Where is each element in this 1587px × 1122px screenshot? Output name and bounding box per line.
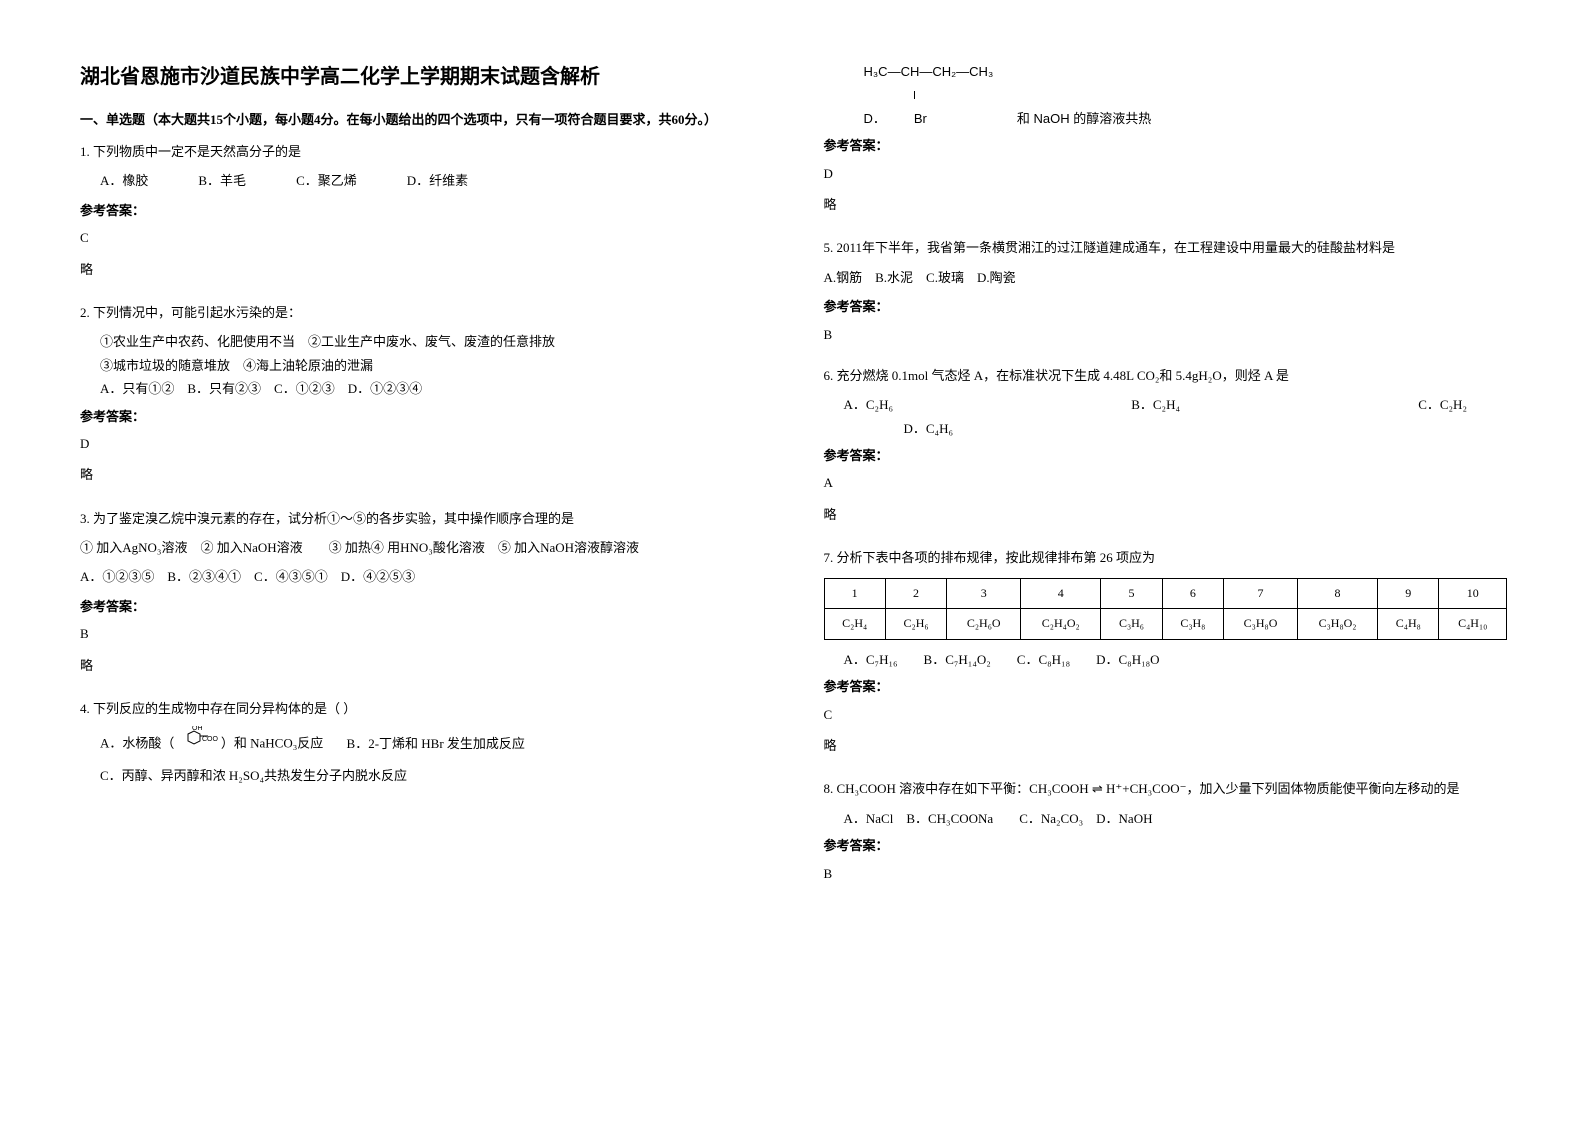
q7-td-1: C₂H₄: [824, 609, 885, 640]
q1-opt-d: D．纤维素: [407, 169, 468, 192]
q6-opt-d: D．C₄H₆: [904, 417, 1508, 440]
q4-opt-a-prefix: A．水杨酸（: [100, 736, 174, 751]
q7-table-header-row: 1 2 3 4 5 6 7 8 9 10: [824, 578, 1507, 609]
salicylic-acid-icon: OH COOH: [178, 726, 218, 763]
q4-opt-d-suffix: 和 NaOH 的醇溶液共热: [1017, 107, 1151, 130]
q4-struct-d-line2: Br: [914, 107, 927, 130]
q7-answer: C: [824, 703, 1508, 726]
q7-th-4: 4: [1021, 578, 1101, 609]
q1-opt-a: A．橡胶: [100, 169, 148, 192]
right-column: H₃C—CH—CH₂—CH₃ D． Br 和 NaOH 的醇溶液共热 参考答案：…: [824, 60, 1508, 1062]
q7-td-2: C₂H₆: [885, 609, 946, 640]
q7-td-4: C₂H₄O₂: [1021, 609, 1101, 640]
q4-answer-label: 参考答案：: [824, 134, 1508, 157]
left-column: 湖北省恩施市沙道民族中学高二化学上学期期末试题含解析 一、单选题（本大题共15个…: [80, 60, 764, 1062]
q2-answer-label: 参考答案：: [80, 405, 764, 428]
q6-opt-b: B．C₂H₄: [1131, 393, 1180, 416]
q6-opt-c: C．C₂H₂: [1418, 393, 1467, 416]
q2-answer: D: [80, 432, 764, 455]
q6-note: 略: [824, 503, 1508, 526]
q3-text: 3. 为了鉴定溴乙烷中溴元素的存在，试分析①～⑤的各步实验，其中操作顺序合理的是: [80, 507, 764, 530]
q6-answer-label: 参考答案：: [824, 444, 1508, 467]
q8-text: 8. CH₃COOH 溶液中存在如下平衡：CH₃COOH ⇌ H⁺+CH₃COO…: [824, 777, 1508, 800]
q7-table: 1 2 3 4 5 6 7 8 9 10 C₂H₄ C₂H₆ C₂H₆O C₂H…: [824, 578, 1508, 640]
q7-th-2: 2: [885, 578, 946, 609]
q2-line1: ①农业生产中农药、化肥使用不当 ②工业生产中废水、废气、废渣的任意排放: [100, 330, 764, 353]
q3-note: 略: [80, 654, 764, 677]
q7-td-6: C₃H₈: [1162, 609, 1223, 640]
question-4: 4. 下列反应的生成物中存在同分异构体的是（ ） A．水杨酸（ OH COOH …: [80, 697, 764, 787]
q7-th-10: 10: [1439, 578, 1507, 609]
q3-line1: ① 加入AgNO₃溶液 ② 加入NaOH溶液 ③ 加热④ 用HNO₃酸化溶液 ⑤…: [80, 536, 764, 559]
q7-note: 略: [824, 734, 1508, 757]
page-title: 湖北省恩施市沙道民族中学高二化学上学期期末试题含解析: [80, 60, 764, 89]
section-header: 一、单选题（本大题共15个小题，每小题4分。在每小题给出的四个选项中，只有一项符…: [80, 109, 764, 128]
q7-th-1: 1: [824, 578, 885, 609]
q3-opts: A．①②③⑤ B．②③④① C．④③⑤① D．④②⑤③: [80, 565, 764, 588]
q5-answer-label: 参考答案：: [824, 295, 1508, 318]
question-7: 7. 分析下表中各项的排布规律，按此规律排布第 26 项应为 1 2 3 4 5…: [824, 546, 1508, 767]
q7-text: 7. 分析下表中各项的排布规律，按此规律排布第 26 项应为: [824, 546, 1508, 569]
q8-opts: A．NaCl B．CH₃COONa C．Na₂CO₃ D．NaOH: [844, 807, 1508, 830]
question-1: 1. 下列物质中一定不是天然高分子的是 A．橡胶 B．羊毛 C．聚乙烯 D．纤维…: [80, 140, 764, 291]
q1-text: 1. 下列物质中一定不是天然高分子的是: [80, 140, 764, 163]
q1-opt-b: B．羊毛: [198, 169, 246, 192]
q4-text: 4. 下列反应的生成物中存在同分异构体的是（ ）: [80, 697, 764, 720]
q6-answer: A: [824, 471, 1508, 494]
q4-opt-c: C．丙醇、异丙醇和浓 H₂SO₄共热发生分子内脱水反应: [100, 764, 764, 787]
q7-th-8: 8: [1298, 578, 1378, 609]
q2-opts: A．只有①② B．只有②③ C．①②③ D．①②③④: [100, 377, 764, 400]
q1-answer: C: [80, 226, 764, 249]
q6-opt-a: A．C₂H₆: [844, 393, 894, 416]
question-6: 6. 充分燃烧 0.1mol 气态烃 A，在标准状况下生成 4.48L CO₂和…: [824, 364, 1508, 536]
q7-answer-label: 参考答案：: [824, 675, 1508, 698]
q2-text: 2. 下列情况中，可能引起水污染的是：: [80, 301, 764, 324]
q8-answer-label: 参考答案：: [824, 834, 1508, 857]
q7-td-3: C₂H₆O: [947, 609, 1021, 640]
q1-note: 略: [80, 258, 764, 281]
q7-td-8: C₃H₈O₂: [1298, 609, 1378, 640]
q2-note: 略: [80, 463, 764, 486]
question-4-continued: H₃C—CH—CH₂—CH₃ D． Br 和 NaOH 的醇溶液共热 参考答案：…: [824, 60, 1508, 226]
q7-td-5: C₃H₆: [1101, 609, 1162, 640]
q4-opt-a-row: A．水杨酸（ OH COOH ）和 NaHCO₃反应 B．2-丁烯和 HBr 发…: [100, 726, 764, 763]
q1-options: A．橡胶 B．羊毛 C．聚乙烯 D．纤维素: [100, 169, 764, 192]
q6-text: 6. 充分燃烧 0.1mol 气态烃 A，在标准状况下生成 4.48L CO₂和…: [824, 364, 1508, 387]
q7-th-7: 7: [1224, 578, 1298, 609]
q7-td-9: C₄H₈: [1378, 609, 1439, 640]
q4-opt-a-suffix: ）和 NaHCO₃反应: [221, 736, 323, 751]
q4-opt-d-prefix: D．: [864, 107, 886, 130]
q5-answer: B: [824, 323, 1508, 346]
q7-th-9: 9: [1378, 578, 1439, 609]
question-2: 2. 下列情况中，可能引起水污染的是： ①农业生产中农药、化肥使用不当 ②工业生…: [80, 301, 764, 497]
q7-td-10: C₄H₁₀: [1439, 609, 1507, 640]
q3-answer: B: [80, 622, 764, 645]
q8-answer: B: [824, 862, 1508, 885]
question-8: 8. CH₃COOH 溶液中存在如下平衡：CH₃COOH ⇌ H⁺+CH₃COO…: [824, 777, 1508, 893]
q1-opt-c: C．聚乙烯: [296, 169, 357, 192]
q1-answer-label: 参考答案：: [80, 199, 764, 222]
q3-answer-label: 参考答案：: [80, 595, 764, 618]
question-3: 3. 为了鉴定溴乙烷中溴元素的存在，试分析①～⑤的各步实验，其中操作顺序合理的是…: [80, 507, 764, 687]
q6-opts-row1: A．C₂H₆ B．C₂H₄ C．C₂H₂: [844, 393, 1468, 416]
q5-text: 5. 2011年下半年，我省第一条横贯湘江的过江隧道建成通车，在工程建设中用量最…: [824, 236, 1508, 259]
q7-th-3: 3: [947, 578, 1021, 609]
q5-opts: A.钢筋 B.水泥 C.玻璃 D.陶瓷: [824, 266, 1508, 289]
svg-text:OH: OH: [192, 726, 203, 732]
q7-th-6: 6: [1162, 578, 1223, 609]
question-5: 5. 2011年下半年，我省第一条横贯湘江的过江隧道建成通车，在工程建设中用量最…: [824, 236, 1508, 354]
q4-struct-d: H₃C—CH—CH₂—CH₃ D． Br 和 NaOH 的醇溶液共热: [864, 60, 1508, 130]
q7-th-5: 5: [1101, 578, 1162, 609]
q2-line2: ③城市垃圾的随意堆放 ④海上油轮原油的泄漏: [100, 354, 764, 377]
q4-answer: D: [824, 162, 1508, 185]
q7-opts: A．C₇H₁₆ B．C₇H₁₄O₂ C．C₈H₁₈ D．C₈H₁₈O: [844, 648, 1508, 671]
q4-note: 略: [824, 193, 1508, 216]
q4-opt-b: B．2-丁烯和 HBr 发生加成反应: [347, 736, 525, 751]
q4-struct-d-line1: H₃C—CH—CH₂—CH₃: [864, 60, 1508, 83]
svg-text:COOH: COOH: [202, 736, 218, 743]
q7-td-7: C₃H₈O: [1224, 609, 1298, 640]
q7-table-data-row: C₂H₄ C₂H₆ C₂H₆O C₂H₄O₂ C₃H₆ C₃H₈ C₃H₈O C…: [824, 609, 1507, 640]
